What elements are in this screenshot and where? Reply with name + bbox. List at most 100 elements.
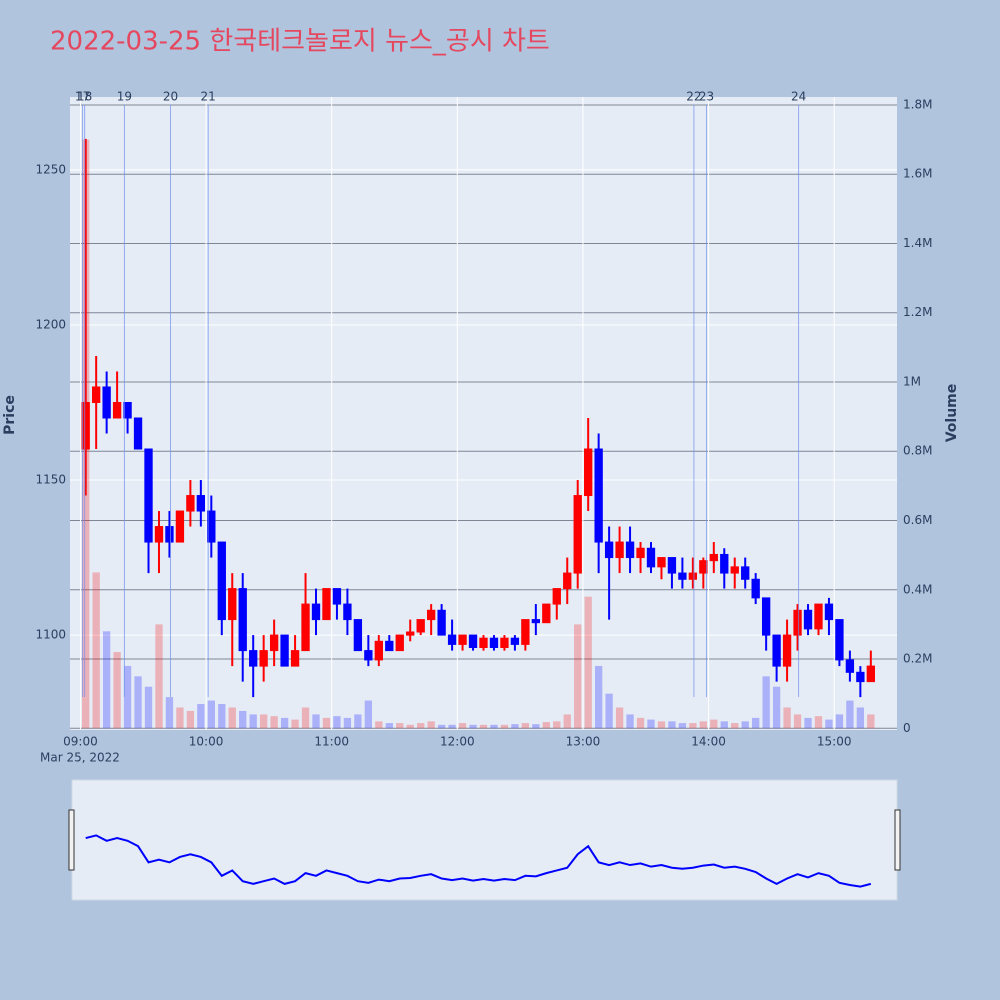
candle-body — [416, 619, 425, 633]
volume-bar — [469, 724, 477, 729]
candle-body — [688, 572, 698, 580]
volume-bar — [741, 721, 749, 729]
volume-bar — [668, 721, 676, 729]
candle-body — [468, 634, 478, 649]
candle-body — [667, 557, 677, 574]
x-tick-label: 14:00 — [691, 735, 726, 749]
volume-bar — [699, 721, 707, 729]
candle-body — [133, 417, 143, 450]
volume-bar — [542, 722, 550, 729]
candle-body — [196, 495, 206, 512]
y-axis-title: Price — [2, 395, 18, 435]
candle-body — [625, 541, 635, 559]
volume-bar — [500, 724, 509, 729]
candle-body — [332, 588, 342, 605]
news-label: 17 — [75, 90, 90, 104]
candle-body — [301, 603, 310, 652]
candle-body — [761, 597, 771, 636]
candle-body — [741, 566, 750, 580]
candle-body — [489, 637, 499, 649]
candle-body — [646, 547, 656, 568]
candle-body — [866, 665, 875, 683]
volume-bar — [511, 724, 519, 729]
candle-body — [395, 634, 404, 652]
candle-body — [479, 637, 488, 649]
volume-bar — [532, 724, 540, 729]
volume-bar — [689, 723, 697, 729]
y2-axis-title: Volume — [944, 384, 960, 443]
y2-tick-label: 0.8M — [903, 444, 932, 458]
volume-bar — [322, 717, 331, 729]
volume-bar — [783, 707, 791, 729]
volume-bar — [615, 707, 624, 729]
y2-tick-label: 1.4M — [903, 236, 932, 250]
x-tick-label: 15:00 — [817, 735, 852, 749]
volume-bar — [825, 719, 833, 729]
volume-bar — [835, 714, 844, 729]
volume-bar — [312, 714, 320, 729]
volume-bar — [134, 676, 142, 729]
volume-bar — [228, 707, 236, 729]
candle-body — [856, 671, 865, 683]
y2-tick-label: 0 — [903, 721, 911, 735]
candle-body — [542, 603, 551, 624]
range-handle-right[interactable] — [894, 809, 901, 871]
volume-bar — [396, 723, 404, 729]
candle-body — [385, 640, 394, 652]
volume-bar — [364, 700, 373, 729]
volume-bar — [186, 710, 195, 729]
volume-bar — [490, 724, 498, 729]
volume-bar — [479, 724, 488, 729]
news-label: 21 — [201, 90, 216, 104]
volume-bar — [731, 723, 739, 729]
y-tick-label: 1100 — [35, 628, 66, 642]
range-slider-line — [85, 834, 872, 888]
candle-body — [657, 557, 666, 568]
x-date-label: Mar 25, 2022 — [40, 751, 120, 765]
candle-body — [92, 386, 101, 403]
candle-body — [458, 634, 467, 645]
candle-body — [249, 650, 258, 667]
volume-bar — [301, 707, 310, 729]
volume-bar — [113, 652, 121, 729]
candle-body — [845, 659, 855, 673]
range-handle-left[interactable] — [68, 809, 75, 871]
volume-bar — [427, 721, 435, 729]
x-tick-label: 13:00 — [566, 735, 601, 749]
candle-body — [406, 631, 415, 636]
x-tick-label: 09:00 — [63, 735, 98, 749]
candle-body — [154, 526, 164, 543]
y-tick-label: 1250 — [35, 162, 66, 176]
volume-bar — [123, 665, 132, 729]
candle-body — [102, 386, 111, 419]
candle-body — [751, 578, 760, 599]
volume-bar — [417, 723, 425, 729]
y2-tick-label: 1.2M — [903, 305, 932, 319]
candle-body — [573, 495, 582, 574]
volume-bar — [291, 719, 299, 729]
volume-bar — [563, 714, 571, 729]
y2-tick-label: 1.6M — [903, 167, 932, 181]
volume-bar — [772, 686, 781, 729]
volume-bar — [375, 721, 383, 729]
candle-body — [437, 609, 446, 636]
news-label: 22 — [686, 90, 701, 104]
news-label: 20 — [163, 90, 178, 104]
candle-body — [615, 541, 624, 559]
candle-body — [364, 650, 373, 661]
y2-tick-label: 0.4M — [903, 582, 932, 596]
volume-bar — [720, 721, 728, 729]
volume-bar — [553, 721, 561, 729]
candle-body — [531, 619, 541, 624]
news-label: 19 — [117, 90, 132, 104]
volume-bar — [144, 686, 153, 729]
volume-bar — [762, 676, 770, 729]
candle-body — [772, 634, 781, 667]
news-label: 24 — [791, 90, 806, 104]
candle-body — [353, 619, 363, 652]
y-tick-label: 1150 — [35, 473, 66, 487]
volume-bar — [594, 665, 603, 729]
chart-title: 2022-03-25 한국테크놀로지 뉴스_공시 차트 — [50, 27, 550, 57]
x-tick-label: 12:00 — [440, 735, 475, 749]
